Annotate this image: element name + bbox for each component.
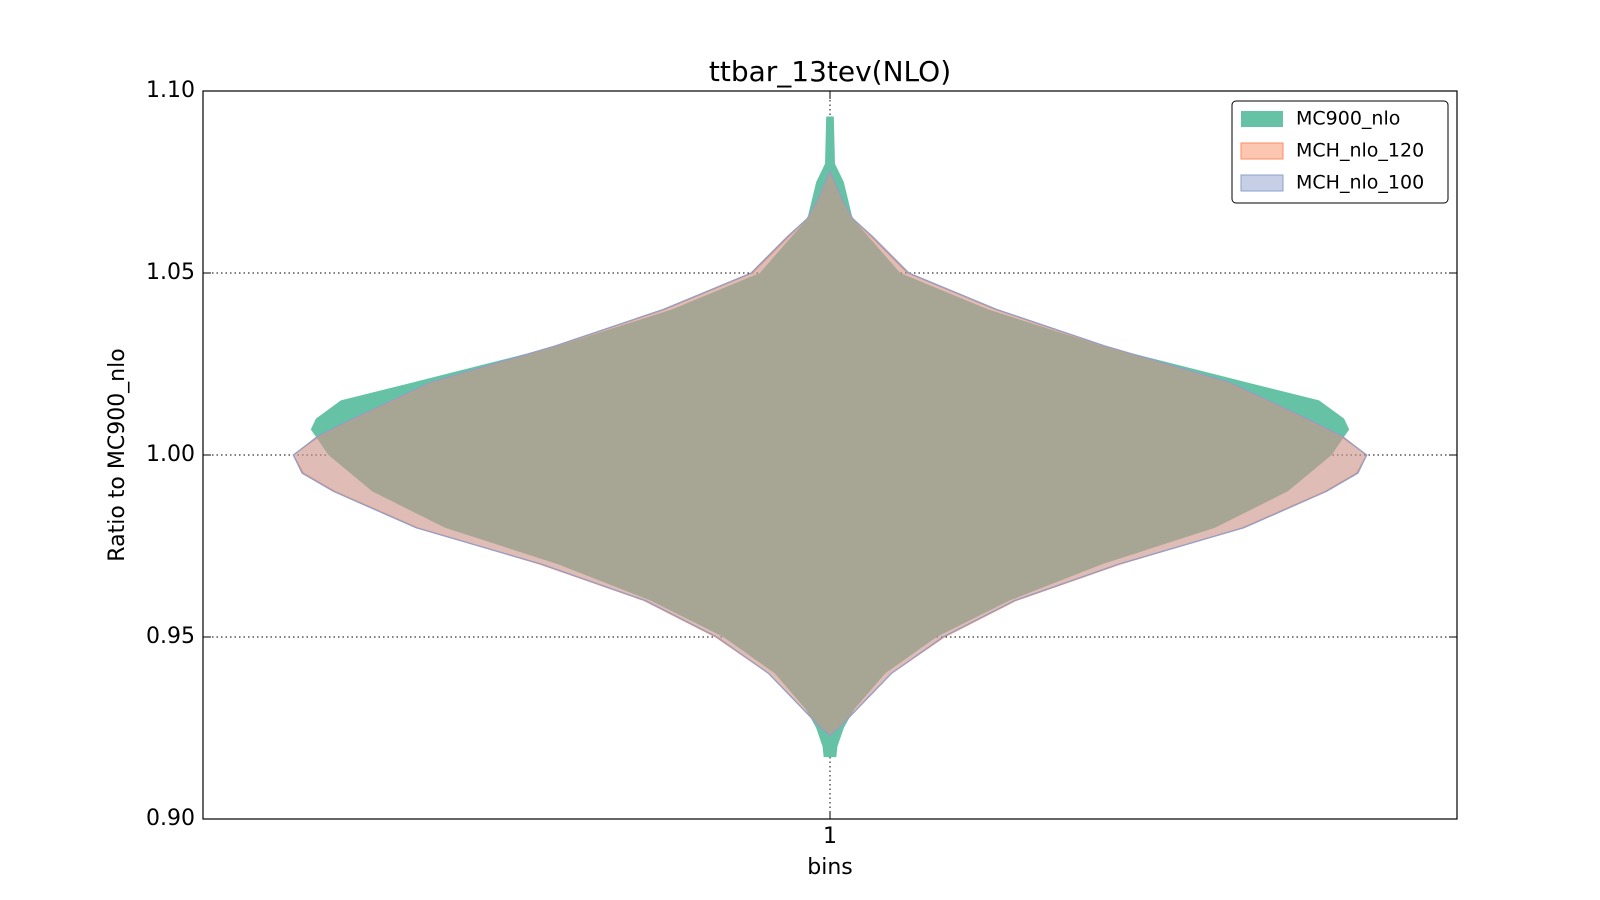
x-axis-label: bins <box>807 855 852 880</box>
legend-swatch <box>1240 142 1284 160</box>
violin <box>292 169 1368 737</box>
y-axis-label: Ratio to MC900_nlo <box>105 348 130 561</box>
y-tick-label: 1.05 <box>146 260 195 285</box>
chart-title: ttbar_13tev(NLO) <box>709 55 951 88</box>
y-tick-label: 0.95 <box>146 624 195 649</box>
legend-label: MCH_nlo_100 <box>1296 172 1424 194</box>
y-tick-label: 0.90 <box>146 806 195 831</box>
plot-frame <box>202 90 1458 820</box>
legend-box <box>1231 100 1449 204</box>
x-tick-label: 1 <box>823 824 837 849</box>
legend-swatch <box>1240 174 1284 192</box>
y-tick-label: 1.10 <box>146 78 195 103</box>
legend-swatch <box>1241 111 1283 127</box>
legend: MC900_nlo MCH_nlo_120 MCH_nlo_100 <box>1231 100 1449 204</box>
y-tick-label: 1.00 <box>146 442 195 467</box>
legend-label: MCH_nlo_120 <box>1296 140 1424 162</box>
legend-label: MC900_nlo <box>1296 108 1400 130</box>
